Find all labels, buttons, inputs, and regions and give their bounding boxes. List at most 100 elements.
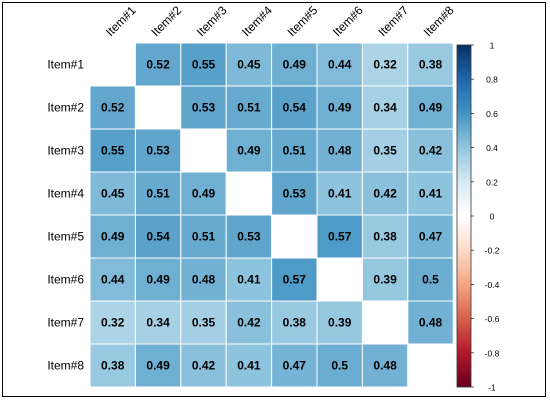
- cell-value-label: 0.55: [192, 58, 216, 72]
- cell-value-label: 0.41: [328, 187, 352, 201]
- heatmap-cell: [180, 343, 227, 388]
- cell-value-label: 0.52: [101, 101, 125, 115]
- heatmap-cell: [134, 300, 182, 345]
- cell-value-label: 0.49: [328, 101, 352, 115]
- column-label: Item#2: [148, 3, 184, 39]
- heatmap-cell: [407, 300, 454, 345]
- cell-value-label: 0.48: [373, 359, 397, 373]
- cell-value-label: 0.39: [328, 316, 352, 330]
- heatmap-cell: [134, 214, 182, 259]
- cell-value-label: 0.53: [192, 101, 216, 115]
- heatmap-cell: [361, 343, 409, 388]
- heatmap-cell: [361, 128, 409, 173]
- heatmap-cell: [316, 257, 363, 302]
- row-label: Item#5: [47, 230, 84, 244]
- heatmap-cell: [271, 128, 318, 173]
- heatmap-cell: [134, 85, 182, 130]
- cell-value-label: 0.49: [101, 230, 125, 244]
- cell-value-label: 0.57: [283, 273, 307, 287]
- cell-value-label: 0.35: [192, 316, 216, 330]
- heatmap-cell: [361, 85, 409, 130]
- cell-value-label: 0.35: [373, 144, 397, 158]
- heatmap-cell: [180, 85, 227, 130]
- cell-value-label: 0.45: [101, 187, 125, 201]
- colorbar-tick-label: -0.2: [485, 246, 500, 256]
- row-label: Item#3: [47, 144, 84, 158]
- heatmap-cell: [180, 257, 227, 302]
- cell-value-label: 0.49: [146, 359, 170, 373]
- column-label: Item#8: [421, 3, 457, 39]
- heatmap-cell: [180, 300, 227, 345]
- heatmap-cell: [316, 343, 363, 388]
- heatmap-cell: [316, 300, 363, 345]
- cell-value-label: 0.54: [146, 230, 170, 244]
- colorbar-tick-label: -0.4: [485, 280, 500, 290]
- cell-value-label: 0.57: [328, 230, 352, 244]
- heatmap-cell: [271, 214, 318, 259]
- heatmap-cell: [271, 343, 318, 388]
- row-label: Item#6: [47, 273, 84, 287]
- colorbar-tick-label: -0.8: [485, 348, 500, 358]
- cell-value-label: 0.52: [146, 58, 170, 72]
- row-label: Item#8: [47, 359, 84, 373]
- cell-value-label: 0.42: [237, 316, 261, 330]
- cell-value-label: 0.41: [237, 273, 261, 287]
- heatmap-cell: [89, 171, 136, 216]
- colorbar-tick-label: 0.6: [486, 109, 498, 119]
- cell-value-label: 0.51: [192, 230, 216, 244]
- cell-value-label: 0.44: [101, 273, 125, 287]
- heatmap-cell: [271, 85, 318, 130]
- cell-value-label: 0.53: [283, 187, 307, 201]
- heatmap-cell: [225, 171, 273, 216]
- cell-value-label: 0.49: [146, 273, 170, 287]
- cell-value-label: 0.47: [283, 359, 307, 373]
- column-label: Item#7: [375, 3, 411, 39]
- cell-value-label: 0.49: [419, 101, 443, 115]
- heatmap-cell: [361, 257, 409, 302]
- cell-value-label: 0.48: [192, 273, 216, 287]
- colorbar-tick-label: 1: [490, 41, 495, 51]
- heatmap-cell: [361, 300, 409, 345]
- cell-value-label: 0.39: [373, 273, 397, 287]
- cell-value-label: 0.48: [328, 144, 352, 158]
- cell-value-label: 0.54: [283, 101, 307, 115]
- heatmap-cell: [316, 128, 363, 173]
- colorbar-tick-label: 0.8: [486, 75, 498, 85]
- column-label: Item#3: [194, 3, 230, 39]
- cell-value-label: 0.32: [373, 58, 397, 72]
- cell-value-label: 0.38: [101, 359, 125, 373]
- cell-value-label: 0.42: [192, 359, 216, 373]
- row-label: Item#1: [47, 58, 84, 72]
- cell-value-label: 0.51: [237, 101, 261, 115]
- cell-value-label: 0.51: [283, 144, 307, 158]
- cell-value-label: 0.38: [283, 316, 307, 330]
- heatmap-cell: [89, 42, 136, 87]
- heatmap-cell: [361, 171, 409, 216]
- heatmap-cell: [134, 128, 182, 173]
- heatmap-cell: [271, 300, 318, 345]
- heatmap-cell: [225, 128, 273, 173]
- cell-value-label: 0.41: [419, 187, 443, 201]
- heatmap-cell: [407, 128, 454, 173]
- cell-value-label: 0.42: [419, 144, 443, 158]
- heatmap-cell: [407, 171, 454, 216]
- cell-value-label: 0.47: [419, 230, 443, 244]
- cell-value-label: 0.53: [237, 230, 261, 244]
- colorbar: [456, 44, 472, 388]
- heatmap-cell: [180, 128, 227, 173]
- heatmap-cell: [407, 214, 454, 259]
- colorbar-tick-label: 0.4: [486, 143, 498, 153]
- heatmap-cell: [89, 343, 136, 388]
- column-label: Item#4: [239, 3, 275, 39]
- heatmap-cell: [407, 42, 454, 87]
- cell-value-label: 0.49: [192, 187, 216, 201]
- heatmap-cell: [225, 300, 273, 345]
- column-label: Item#6: [330, 3, 366, 39]
- cell-value-label: 0.42: [373, 187, 397, 201]
- heatmap-cell: [89, 257, 136, 302]
- cell-value-label: 0.5: [331, 359, 348, 373]
- cell-value-label: 0.49: [237, 144, 261, 158]
- cell-value-label: 0.38: [373, 230, 397, 244]
- cell-value-label: 0.55: [101, 144, 125, 158]
